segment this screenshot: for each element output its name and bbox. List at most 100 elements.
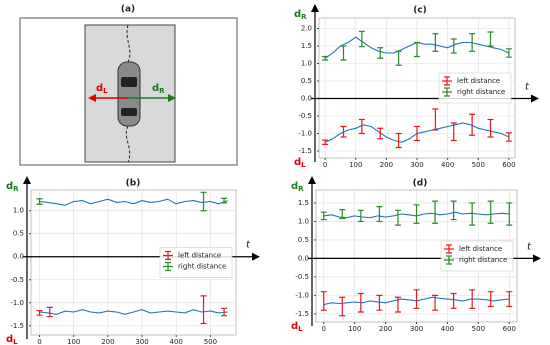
error-bar bbox=[339, 296, 346, 317]
error-bar bbox=[340, 125, 347, 138]
y-tick-label: -1.5 bbox=[298, 147, 312, 155]
error-bar bbox=[394, 296, 401, 313]
chart-title: (b) bbox=[126, 179, 141, 189]
y-tick-label: 2.0 bbox=[301, 25, 312, 33]
y-label-bottom: dL bbox=[294, 157, 306, 169]
y-tick-label: -1.5 bbox=[295, 310, 309, 318]
y-tick-label: 1.0 bbox=[301, 60, 312, 68]
x-axis-label: t bbox=[246, 240, 251, 251]
x-tick-label: 0 bbox=[323, 161, 327, 169]
error-bar bbox=[395, 132, 402, 149]
y-label-top-main: d bbox=[6, 181, 13, 192]
chart: 0 100 200 300 400 500 600 -1.5 -1.0 -0.5 0.0 0.5 1.0… bbox=[291, 176, 541, 333]
x-tick-label: 100 bbox=[67, 338, 80, 345]
y-label-top-main: d bbox=[294, 9, 301, 20]
panel-title: (a) bbox=[121, 5, 135, 15]
error-bar bbox=[432, 294, 439, 311]
error-bar bbox=[506, 202, 513, 226]
y-tick-label: 0.5 bbox=[13, 230, 24, 238]
legend-marker bbox=[442, 76, 452, 86]
chart: 0 100 200 300 400 500 600 -1.5 -1.0 -0.5 0.0 0.5 1.0… bbox=[294, 4, 539, 169]
y-label-bottom: dL bbox=[291, 321, 303, 333]
legend bbox=[159, 247, 233, 278]
error-bar bbox=[322, 55, 329, 61]
legend-label: right distance bbox=[457, 88, 505, 96]
error-bar bbox=[322, 139, 329, 145]
line bbox=[39, 198, 228, 206]
y-label-bottom: dL bbox=[6, 334, 18, 345]
error-bar bbox=[487, 118, 494, 138]
error-bar bbox=[487, 291, 494, 308]
y-tick-label: -1.0 bbox=[298, 130, 312, 138]
error-bar bbox=[487, 31, 494, 47]
y-label-top: dR bbox=[294, 9, 307, 21]
error-bar bbox=[376, 206, 383, 223]
legend bbox=[440, 240, 514, 272]
y-tick-label: 1.5 bbox=[298, 199, 309, 207]
error-bar bbox=[36, 198, 43, 205]
x-tick-label: 500 bbox=[472, 325, 485, 333]
y-label-bottom-sub: L bbox=[13, 338, 18, 345]
x-tick-label: 100 bbox=[349, 161, 362, 169]
error-bar bbox=[377, 127, 384, 140]
legend-marker bbox=[444, 244, 454, 254]
error-bar bbox=[357, 209, 364, 223]
error-bar bbox=[221, 197, 228, 204]
error-bar bbox=[505, 48, 512, 58]
x-tick-label: 200 bbox=[380, 161, 393, 169]
lane-line bbox=[125, 24, 131, 163]
y-tick-label: 0.5 bbox=[298, 236, 309, 244]
y-label-bottom-sub: L bbox=[301, 161, 306, 169]
legend-label: left distance bbox=[178, 252, 221, 260]
legend-marker bbox=[442, 87, 452, 97]
error-bar bbox=[414, 41, 420, 58]
y-tick-label: 1.0 bbox=[13, 207, 24, 215]
error-bar bbox=[432, 33, 439, 52]
error-bar bbox=[377, 47, 384, 59]
chart: 0 100 200 300 400 500-1.5-1.0-0.50.00.51.0tdR… bbox=[6, 176, 260, 345]
error-bar bbox=[414, 125, 420, 142]
error-bar bbox=[450, 122, 457, 142]
y-tick-label: -0.5 bbox=[295, 273, 309, 281]
x-tick-label: 300 bbox=[410, 161, 423, 169]
y-tick-label: 0.0 bbox=[298, 254, 309, 262]
chart-title: (c) bbox=[413, 6, 427, 16]
error-bar bbox=[413, 204, 420, 224]
x-tick-label: 600 bbox=[503, 325, 516, 333]
y-label-top-sub: R bbox=[13, 185, 19, 193]
error-bar bbox=[450, 200, 457, 221]
error-bar bbox=[506, 291, 513, 308]
x-tick-label: 400 bbox=[441, 161, 454, 169]
y-tick-label: -1.0 bbox=[295, 291, 309, 299]
x-tick-label: 200 bbox=[379, 325, 392, 333]
y-tick-label: -1.0 bbox=[10, 299, 24, 307]
x-tick-label: 0 bbox=[321, 325, 325, 333]
error-bar bbox=[395, 50, 402, 66]
error-bar bbox=[450, 38, 457, 54]
legend-label: left distance bbox=[457, 77, 500, 85]
y-label-bottom-sub: L bbox=[298, 325, 303, 333]
x-axis-label: t bbox=[527, 241, 532, 252]
error-bar bbox=[340, 45, 347, 61]
car bbox=[117, 61, 141, 127]
y-tick-label: 0.0 bbox=[13, 253, 24, 261]
right-label: dR bbox=[152, 83, 165, 95]
error-bar bbox=[320, 211, 327, 221]
error-bar bbox=[358, 118, 365, 135]
y-tick-label: -0.5 bbox=[298, 112, 312, 120]
error-bar bbox=[505, 132, 512, 142]
x-tick-label: 500 bbox=[204, 338, 217, 345]
legend-label: left distance bbox=[459, 245, 502, 253]
legend-marker bbox=[163, 261, 173, 272]
y-tick-label: 1.0 bbox=[298, 217, 309, 225]
error-bar bbox=[413, 289, 420, 309]
car-window bbox=[121, 77, 137, 87]
y-label-bottom-main: d bbox=[6, 334, 13, 345]
error-bar bbox=[469, 289, 476, 309]
y-label-top-sub: R bbox=[298, 185, 304, 193]
y-tick-label: -1.5 bbox=[10, 322, 24, 330]
error-bar bbox=[339, 208, 346, 220]
error-bar bbox=[432, 108, 439, 131]
